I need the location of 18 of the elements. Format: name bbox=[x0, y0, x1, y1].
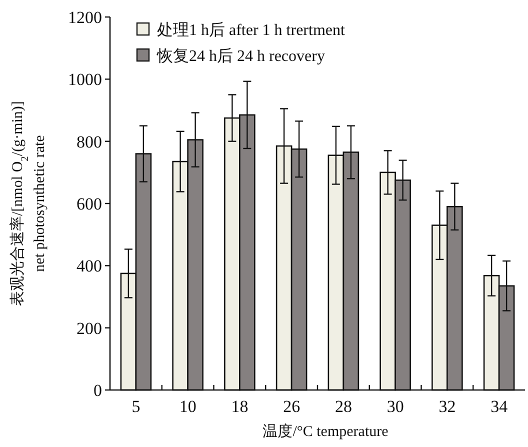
x-tick-label: 10 bbox=[179, 397, 196, 416]
x-tick-label: 28 bbox=[334, 397, 352, 416]
y-tick-label: 800 bbox=[76, 132, 102, 152]
x-tick-label: 26 bbox=[283, 397, 300, 416]
x-tick-label: 34 bbox=[490, 397, 508, 416]
legend-label: 恢复24 h后 24 h recovery bbox=[156, 47, 325, 65]
legend-label: 处理1 h后 after 1 h trertment bbox=[157, 21, 346, 39]
y-tick-label: 600 bbox=[76, 194, 102, 214]
x-tick-label: 30 bbox=[386, 397, 404, 416]
x-tick-label: 5 bbox=[132, 397, 140, 416]
y-tick-label: 400 bbox=[76, 256, 102, 276]
y-tick-label: 200 bbox=[76, 318, 102, 338]
x-tick-label: 18 bbox=[231, 397, 248, 416]
x-axis-title: 温度/°C temperature bbox=[262, 423, 389, 440]
y-tick-label: 1200 bbox=[68, 8, 102, 27]
x-tick-label: 32 bbox=[438, 397, 456, 416]
y-tick-label: 0 bbox=[94, 381, 102, 400]
y-tick-label: 1000 bbox=[68, 70, 102, 90]
